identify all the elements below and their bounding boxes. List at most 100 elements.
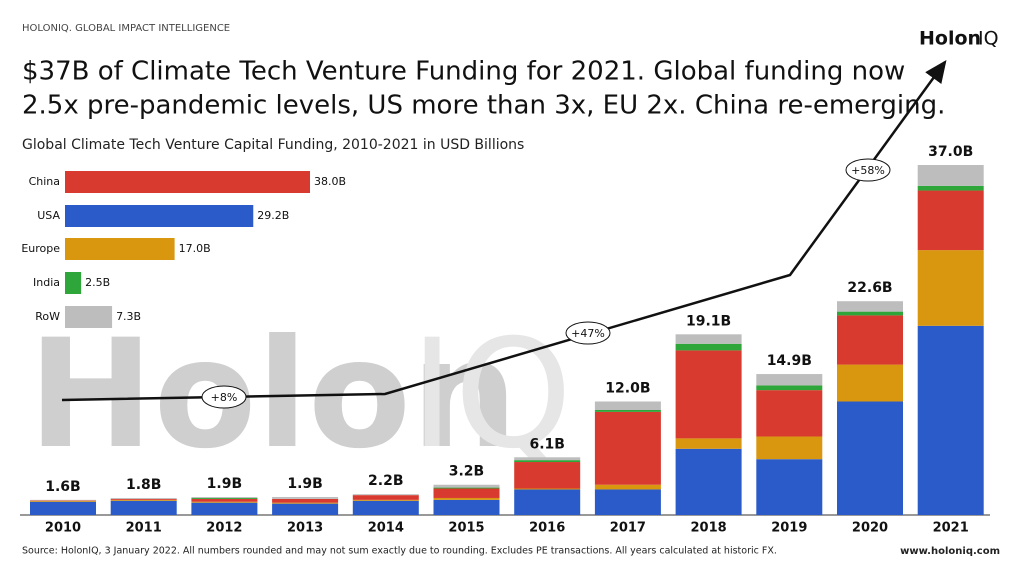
watermark: Holon IQ — [28, 308, 572, 482]
bar-segment — [191, 497, 258, 499]
total-label: 14.9B — [767, 353, 812, 369]
bar-segment — [433, 499, 500, 515]
bar-segment — [837, 301, 903, 312]
total-label: 19.1B — [686, 313, 731, 329]
source: Source: HolonIQ, 3 January 2022. All num… — [22, 546, 777, 557]
total-label: 1.9B — [207, 476, 242, 492]
bar-segment — [917, 165, 984, 186]
bar-segment — [837, 364, 903, 402]
annotation: +8% — [211, 391, 238, 404]
bar-segment — [110, 500, 177, 515]
bar-segment — [675, 334, 742, 344]
bar-segment — [756, 385, 823, 391]
bar-segment — [756, 374, 823, 386]
x-tick-label: 2019 — [771, 521, 807, 536]
total-label: 3.2B — [449, 464, 484, 480]
annotation-bubble — [565, 321, 611, 345]
total-label: 2.2B — [368, 473, 403, 489]
annotation: +47% — [571, 327, 605, 340]
x-tick-label: 2010 — [45, 521, 81, 536]
bar-segment — [917, 190, 984, 251]
x-tick-label: 2016 — [529, 521, 565, 536]
bar-segment — [191, 498, 258, 502]
title-line: 2.5x pre-pandemic levels, US more than 3… — [22, 91, 945, 121]
total-label: 12.0B — [605, 380, 650, 396]
category-label: RoW — [35, 310, 60, 323]
bar-segment — [675, 343, 742, 351]
bar-segment — [837, 401, 903, 515]
total-label: 6.1B — [529, 436, 564, 452]
x-tick-label: 2017 — [610, 521, 646, 536]
bar — [65, 272, 82, 294]
x-tick-label: 2011 — [126, 521, 162, 536]
logo-iq: IQ — [978, 28, 999, 50]
bar-segment — [675, 438, 742, 449]
bar-segment — [352, 500, 419, 515]
total-label: 1.9B — [287, 476, 322, 492]
category-label: USA — [37, 209, 60, 222]
x-tick-label: 2021 — [933, 521, 969, 536]
bar-segment — [756, 459, 823, 515]
annotation-bubble — [201, 385, 247, 409]
x-tick-label: 2012 — [206, 521, 242, 536]
bar-segment — [594, 401, 661, 410]
bar-segment — [272, 503, 339, 515]
bar-segment — [110, 498, 177, 500]
bar-segment — [433, 484, 500, 488]
bar-segment — [594, 484, 661, 490]
bar-segment — [514, 489, 581, 515]
total-label: 1.6B — [45, 479, 80, 495]
bar-segment — [352, 499, 419, 501]
bar-segment — [433, 488, 500, 498]
bar — [65, 171, 310, 193]
bar-segment — [352, 494, 419, 496]
bar-segment — [675, 448, 742, 515]
total-label: 22.6B — [847, 280, 892, 296]
title-line: $37B of Climate Tech Venture Funding for… — [22, 57, 905, 87]
value-label: 2.5B — [85, 276, 110, 289]
logo-main: Holon — [919, 28, 981, 50]
bar-segment — [30, 501, 96, 515]
bar-segment — [272, 502, 339, 504]
bar-segment — [191, 502, 258, 515]
bar-segment — [110, 499, 177, 501]
annotation-bubble — [845, 158, 891, 182]
bar-segment — [514, 488, 581, 490]
bar-segment — [191, 501, 258, 503]
bar-segment — [756, 390, 823, 437]
annotation: +58% — [851, 164, 885, 177]
bar — [65, 205, 254, 227]
bar — [65, 238, 175, 260]
bar-segment — [917, 185, 984, 191]
bar-segment — [675, 350, 742, 439]
total-label: 1.8B — [126, 477, 161, 493]
bar-segment — [837, 311, 903, 316]
subtitle: Global Climate Tech Venture Capital Fund… — [22, 137, 524, 153]
url: www.holoniq.com — [900, 546, 1000, 557]
category-label: India — [33, 276, 60, 289]
header: HOLONIQ. GLOBAL IMPACT INTELLIGENCE — [22, 23, 230, 34]
bar-segment — [433, 487, 500, 489]
bar-segment — [352, 495, 419, 500]
bar-segment — [433, 497, 500, 500]
category-label: China — [29, 175, 60, 188]
value-label: 29.2B — [257, 209, 289, 222]
x-tick-label: 2018 — [691, 521, 727, 536]
bar-segment — [917, 325, 984, 515]
bar-segment — [594, 410, 661, 412]
bar-segment — [272, 498, 339, 503]
x-tick-label: 2014 — [368, 521, 404, 536]
value-label: 7.3B — [116, 310, 141, 323]
bar-segment — [594, 489, 661, 515]
bar-segment — [514, 457, 581, 461]
bar-segment — [514, 462, 581, 489]
x-tick-label: 2015 — [448, 521, 484, 536]
watermark-iq: IQ — [410, 308, 572, 482]
value-label: 38.0B — [314, 175, 346, 188]
bar-segment — [191, 497, 258, 498]
x-tick-label: 2013 — [287, 521, 323, 536]
bar-segment — [594, 411, 661, 485]
category-label: Europe — [21, 242, 60, 255]
total-label: 37.0B — [928, 144, 973, 160]
